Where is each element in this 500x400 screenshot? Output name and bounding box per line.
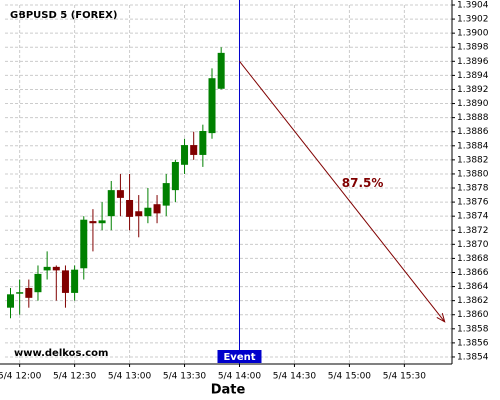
y-tick-label: 1.3858 xyxy=(457,324,489,334)
y-tick-label: 1.3860 xyxy=(457,310,489,320)
x-tick-label: 5/4 15:30 xyxy=(383,372,427,382)
y-tick-label: 1.3872 xyxy=(457,226,489,236)
candle-body xyxy=(208,78,216,134)
y-tick-label: 1.3904 xyxy=(457,1,489,11)
y-tick-label: 1.3884 xyxy=(457,141,489,151)
y-tick-label: 1.3882 xyxy=(457,155,489,165)
x-tick-label: 5/4 12:00 xyxy=(0,372,42,382)
y-tick-label: 1.3874 xyxy=(457,212,489,222)
candle-body xyxy=(199,131,207,155)
x-tick-label: 5/4 13:00 xyxy=(108,372,152,382)
candle-body xyxy=(107,190,115,217)
x-axis-label: Date xyxy=(211,383,246,398)
candle-body xyxy=(52,266,60,271)
y-tick-label: 1.3898 xyxy=(457,43,489,53)
candle-body xyxy=(43,266,51,271)
watermark: www.delkos.com xyxy=(14,348,108,359)
candle-body xyxy=(144,207,152,217)
candle-body xyxy=(16,292,24,294)
y-tick-label: 1.3894 xyxy=(457,71,489,81)
candle-body xyxy=(126,199,134,217)
y-tick-label: 1.3888 xyxy=(457,113,489,123)
y-tick-label: 1.3868 xyxy=(457,254,489,264)
y-tick-label: 1.3890 xyxy=(457,99,489,109)
x-tick-label: 5/4 12:30 xyxy=(53,372,97,382)
y-tick-label: 1.3892 xyxy=(457,85,489,95)
arrow-head xyxy=(436,312,446,323)
y-tick-label: 1.3900 xyxy=(457,29,489,39)
y-tick-label: 1.3854 xyxy=(457,352,489,362)
candle-body xyxy=(25,287,33,298)
y-tick-label: 1.3880 xyxy=(457,169,489,179)
candle-body xyxy=(61,270,69,293)
candle-body xyxy=(217,52,225,89)
candle-body xyxy=(71,269,79,293)
candle-body xyxy=(89,221,97,224)
candle-body xyxy=(34,273,42,293)
forecast-label: 87.5% xyxy=(342,176,384,190)
candle-body xyxy=(98,220,106,224)
x-tick-label: 5/4 14:00 xyxy=(218,372,262,382)
y-tick-label: 1.3902 xyxy=(457,15,489,25)
x-tick-label: 5/4 15:00 xyxy=(328,372,372,382)
candle-body xyxy=(181,145,189,165)
y-tick-label: 1.3866 xyxy=(457,268,489,278)
x-tick-label: 5/4 13:30 xyxy=(163,372,207,382)
candle-body xyxy=(135,211,143,217)
x-tick-label: 5/4 14:30 xyxy=(273,372,317,382)
y-tick-label: 1.3896 xyxy=(457,57,489,67)
y-tick-label: 1.3856 xyxy=(457,338,489,348)
candle-body xyxy=(162,183,170,206)
candle-body xyxy=(153,204,161,214)
forecast-arrow xyxy=(239,61,446,323)
candle-body xyxy=(6,294,14,308)
y-tick-label: 1.3886 xyxy=(457,127,489,137)
candle-body xyxy=(80,219,88,269)
event-box xyxy=(217,350,262,363)
y-tick-label: 1.3862 xyxy=(457,296,489,306)
candle-body xyxy=(116,190,124,198)
chart-title: GBPUSD 5 (FOREX) xyxy=(10,10,117,21)
candle-body xyxy=(190,145,198,155)
y-tick-label: 1.3876 xyxy=(457,198,489,208)
y-tick-label: 1.3878 xyxy=(457,184,489,194)
event-label: Event xyxy=(223,352,255,363)
y-tick-label: 1.3870 xyxy=(457,240,489,250)
candle-body xyxy=(171,161,179,191)
y-tick-label: 1.3864 xyxy=(457,282,489,292)
